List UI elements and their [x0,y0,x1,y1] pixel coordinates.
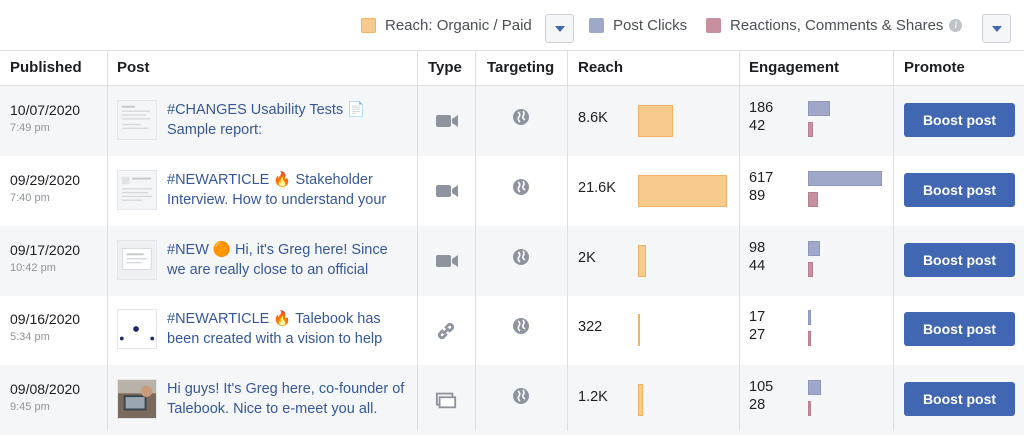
column-divider [475,50,476,431]
reach-bar [638,105,673,137]
post-link[interactable]: #CHANGES Usability Tests 📄 Sample report… [167,102,366,138]
header-promote[interactable]: Promote [904,59,965,76]
reactions-swatch [706,17,721,33]
reactions-bar [808,122,813,137]
published-time: 7:49 pm [10,122,50,134]
reactions-value: 28 [749,397,766,413]
globe-icon [512,387,530,405]
reactions-bar [808,262,813,277]
post-thumbnail[interactable] [117,100,157,140]
reactions-value: 44 [749,258,766,274]
globe-icon [512,178,530,196]
legend-reactions-label: Reactions, Comments & Shares [730,16,944,34]
post-clicks-value: 186 [749,100,774,116]
post-link[interactable]: #NEWARTICLE 🔥 Stakeholder Interview. How… [167,172,387,208]
reach-value: 322 [578,319,603,335]
column-divider [417,50,418,431]
post-clicks-bar [808,101,830,116]
chart-legend: Reach: Organic / Paid Post Clicks Reacti… [0,0,1024,50]
post-clicks-value: 105 [749,379,774,395]
post-clicks-value: 98 [749,240,766,256]
reach-value: 1.2K [578,389,608,405]
reach-swatch [361,17,376,33]
post-clicks-value: 617 [749,170,774,186]
post-clicks-value: 17 [749,309,766,325]
boost-post-button[interactable]: Boost post [904,103,1015,137]
video-icon [435,251,459,271]
table-row: 09/29/2020 7:40 pm #NEWARTICLE 🔥 Stakehold… [0,156,1024,226]
reach-bar [638,175,727,207]
table-row: 09/16/2020 5:34 pm #NEWARTICLE 🔥 Talebook … [0,295,1024,365]
post-link[interactable]: #NEWARTICLE 🔥 Talebook has been created … [167,311,383,347]
video-icon [435,181,459,201]
reach-dropdown-button[interactable] [545,14,574,43]
globe-icon [512,317,530,335]
table-row: 09/08/2020 9:45 pm Hi guys! It's Greg here… [0,365,1024,435]
published-date: 10/07/2020 [10,102,81,118]
boost-post-button[interactable]: Boost post [904,243,1015,277]
reach-value: 21.6K [578,180,616,196]
post-thumbnail[interactable] [117,170,157,210]
reactions-value: 42 [749,118,766,134]
published-time: 7:40 pm [10,192,50,204]
header-targeting[interactable]: Targeting [487,59,555,76]
engagement-dropdown-button[interactable] [982,14,1011,43]
published-date: 09/17/2020 [10,242,81,258]
boost-post-button[interactable]: Boost post [904,312,1015,346]
legend-reach: Reach: Organic / Paid [361,15,532,35]
published-date: 09/29/2020 [10,172,81,188]
reactions-bar [808,192,818,207]
published-time: 10:42 pm [10,262,56,274]
post-link[interactable]: Hi guys! It's Greg here, co-founder of T… [167,381,405,417]
published-time: 9:45 pm [10,401,50,413]
column-divider [893,50,894,431]
published-date: 09/16/2020 [10,311,81,327]
reach-value: 2K [578,250,596,266]
table-row: 09/17/2020 10:42 pm #NEW 🟠 Hi, it's Greg h… [0,226,1024,296]
reach-bar [638,384,643,416]
legend-post-clicks: Post Clicks [589,15,687,35]
reactions-value: 27 [749,327,766,343]
reactions-value: 89 [749,188,766,204]
post-thumbnail[interactable] [117,240,157,280]
reactions-bar [808,331,811,346]
post-clicks-bar [808,171,882,186]
link-icon [435,320,459,340]
table-row: 10/07/2020 7:49 pm #CHANGES Usability Test… [0,86,1024,156]
video-icon [435,111,459,131]
table-header: Published Post Type Targeting Reach Enga… [0,50,1024,86]
post-link[interactable]: #NEW 🟠 Hi, it's Greg here! Since we are … [167,242,388,278]
legend-reach-label: Reach: Organic / Paid [385,16,532,34]
reactions-bar [808,401,811,416]
boost-post-button[interactable]: Boost post [904,173,1015,207]
column-divider [567,50,568,431]
globe-icon [512,248,530,266]
post-thumbnail[interactable] [117,309,157,349]
caret-down-icon [991,25,1002,32]
published-time: 5:34 pm [10,331,50,343]
header-type[interactable]: Type [428,59,462,76]
column-divider [739,50,740,431]
header-engagement[interactable]: Engagement [749,59,840,76]
info-icon[interactable]: i [949,18,963,32]
header-reach[interactable]: Reach [578,59,624,76]
reach-bar [638,245,646,277]
album-icon [435,390,459,410]
post-clicks-bar [808,241,820,256]
legend-post-clicks-label: Post Clicks [613,16,688,34]
post-thumbnail[interactable] [117,379,157,419]
published-date: 09/08/2020 [10,381,81,397]
post-clicks-swatch [589,17,604,33]
reach-bar [638,314,640,346]
boost-post-button[interactable]: Boost post [904,382,1015,416]
caret-down-icon [554,25,565,32]
globe-icon [512,108,530,126]
legend-reactions: Reactions, Comments & Shares i [706,15,963,35]
post-clicks-bar [808,380,821,395]
header-published[interactable]: Published [10,59,82,76]
post-clicks-bar [808,310,811,325]
column-divider [107,50,108,431]
header-post[interactable]: Post [117,59,150,76]
reach-value: 8.6K [578,110,608,126]
